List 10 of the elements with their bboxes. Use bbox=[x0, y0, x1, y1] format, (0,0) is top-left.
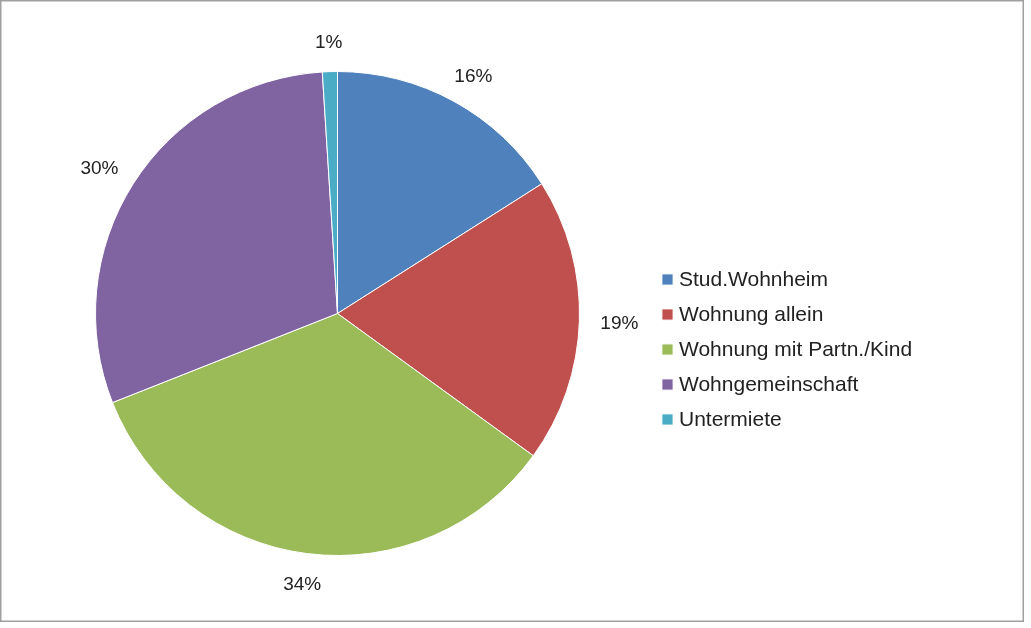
data-label: 1% bbox=[314, 31, 343, 53]
data-label: 16% bbox=[454, 64, 493, 86]
legend-label: Wohnung allein bbox=[679, 302, 824, 326]
legend-label: Untermiete bbox=[679, 407, 782, 431]
legend-label: Wohnung mit Partn./Kind bbox=[679, 337, 913, 361]
legend-label: Stud.Wohnheim bbox=[679, 267, 829, 291]
legend-label: Wohngemeinschaft bbox=[679, 372, 859, 396]
data-label: 30% bbox=[80, 157, 119, 179]
data-label: 34% bbox=[283, 572, 322, 594]
data-label: 19% bbox=[600, 311, 639, 333]
